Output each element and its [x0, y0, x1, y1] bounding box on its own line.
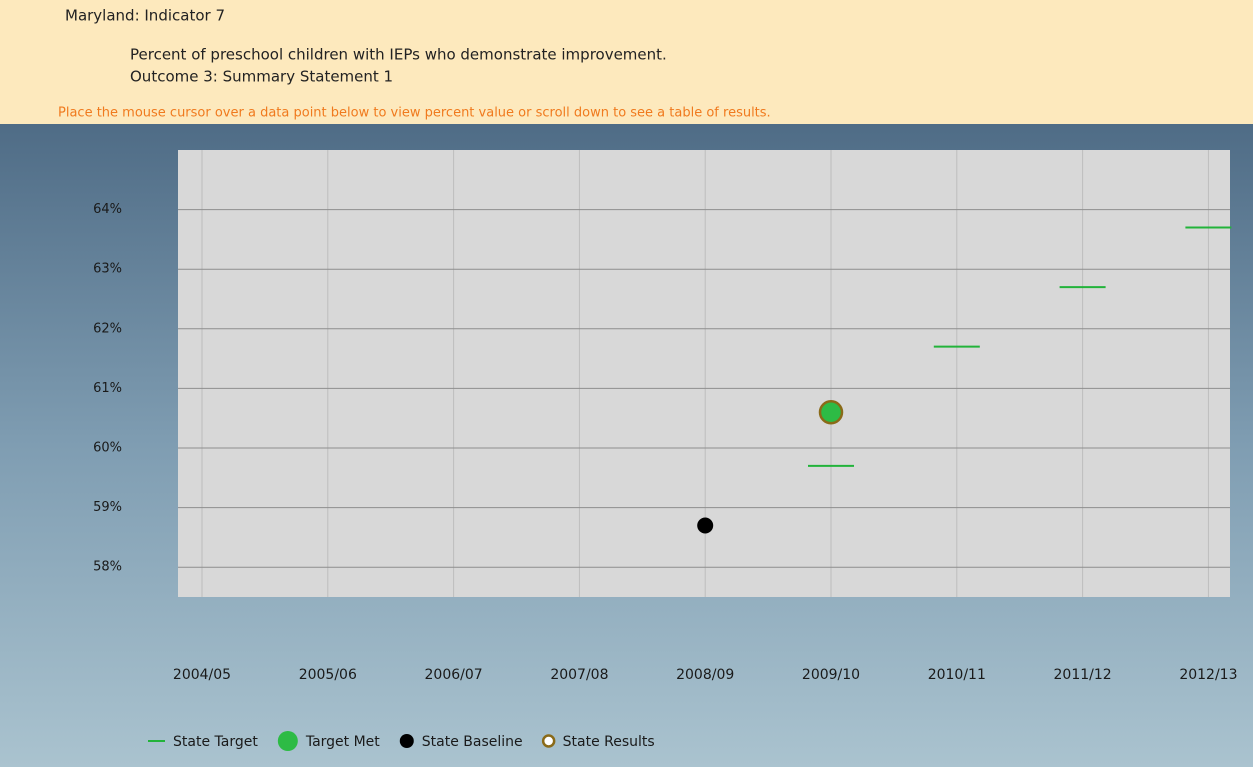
x-tick-label: 2004/05: [173, 667, 231, 683]
header-note: Place the mouse cursor over a data point…: [58, 106, 771, 121]
y-tick-label: 64%: [93, 202, 122, 217]
x-tick-label: 2011/12: [1054, 667, 1112, 683]
legend-icon: [399, 734, 414, 748]
y-tick-label: 62%: [93, 321, 122, 336]
baseline-dot: [697, 517, 714, 534]
x-tick-label: 2012/13: [1179, 667, 1237, 683]
legend: State Target Target Met State Baseline Stat…: [148, 731, 655, 751]
legend-icon: [277, 731, 298, 751]
x-tick-label: 2006/07: [425, 667, 483, 683]
x-tick-label: 2005/06: [299, 667, 357, 683]
result-ring: [818, 399, 844, 425]
header-outcome: Outcome 3: Summary Statement 1: [130, 68, 393, 86]
x-tick-label: 2010/11: [928, 667, 986, 683]
legend-label: State Results: [563, 734, 655, 750]
legend-label: State Baseline: [422, 734, 523, 750]
legend-label: State Target: [173, 734, 258, 750]
header-band: [0, 0, 1253, 124]
header-title: Maryland: Indicator 7: [65, 7, 225, 25]
target-met-dot: [820, 401, 842, 424]
y-tick-label: 63%: [93, 262, 122, 277]
header-subtitle: Percent of preschool children with IEPs …: [130, 46, 667, 64]
x-tick-label: 2009/10: [802, 667, 860, 683]
y-tick-label: 61%: [93, 381, 122, 396]
marks: [697, 226, 1232, 534]
x-tick-label: 2008/09: [676, 667, 734, 683]
y-tick-label: 60%: [93, 441, 122, 456]
x-tick-label: 2007/08: [550, 667, 608, 683]
y-tick-label: 59%: [93, 500, 122, 515]
legend-label: Target Met: [305, 734, 380, 750]
y-tick-label: 58%: [93, 560, 122, 575]
legend-icon: [541, 734, 556, 748]
